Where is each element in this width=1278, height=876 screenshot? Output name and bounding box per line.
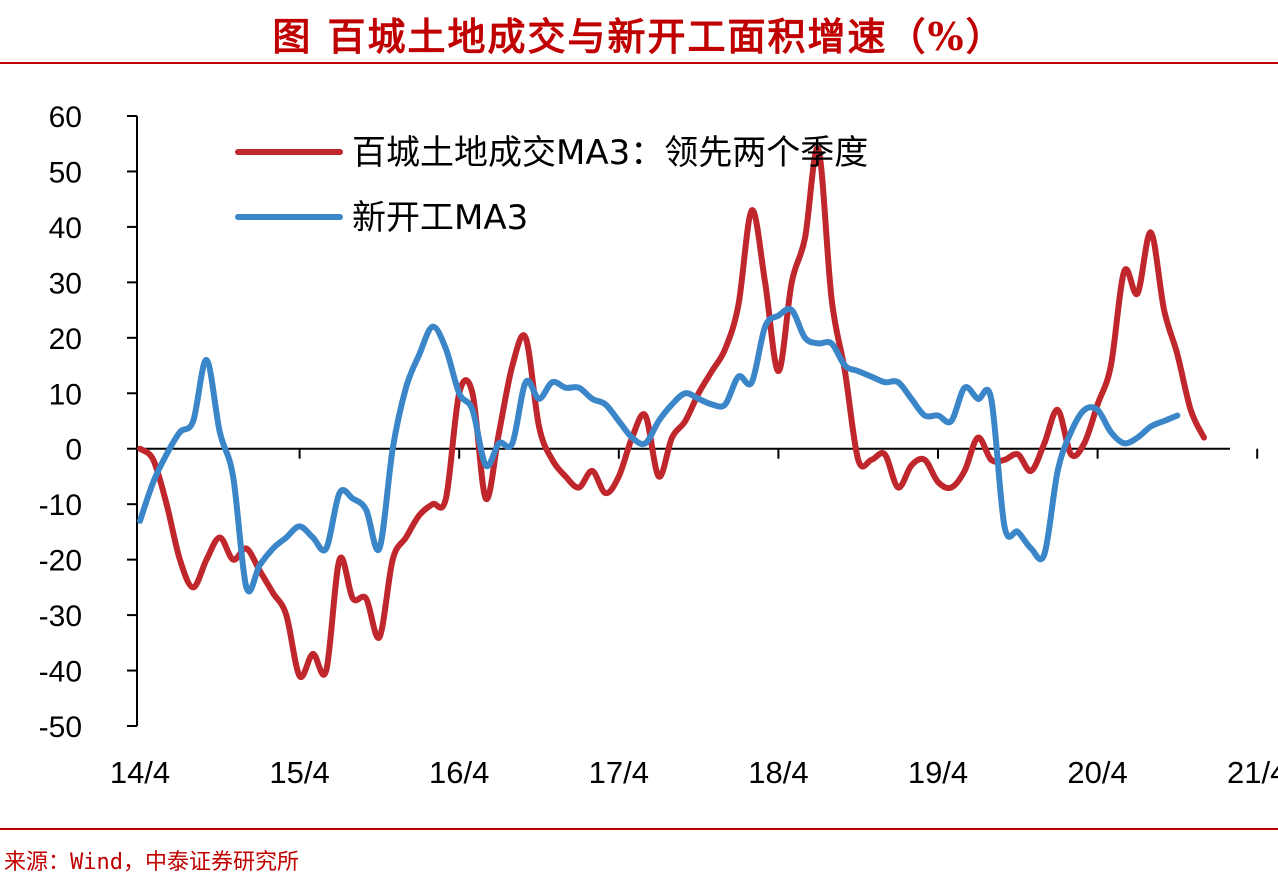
legend-label: 新开工MA3 (352, 198, 528, 238)
y-tick-label: -10 (39, 489, 82, 522)
title-underline (0, 62, 1278, 64)
y-tick-label: -20 (39, 545, 82, 578)
y-tick-label: 0 (65, 434, 82, 467)
legend-item-new-starts: 新开工MA3 (235, 198, 528, 238)
x-tick-label: 15/4 (269, 755, 329, 790)
y-tick-label: 60 (49, 101, 82, 134)
chart-title: 图 百城土地成交与新开工面积增速（%） (272, 14, 1006, 59)
x-tick-label: 20/4 (1067, 755, 1127, 790)
y-tick-label: 10 (49, 378, 82, 411)
y-tick-label: 40 (49, 212, 82, 245)
x-tick-label: 18/4 (748, 755, 808, 790)
series-new-starts-line (137, 306, 1181, 595)
x-tick-label: 14/4 (110, 755, 170, 790)
x-tick-label: 16/4 (429, 755, 489, 790)
chart-series (137, 145, 1207, 681)
y-tick-label: -30 (39, 600, 82, 633)
legend-label: 百城土地成交MA3：领先两个季度 (352, 133, 868, 173)
series-land-transactions-line (137, 145, 1207, 681)
x-tick-label: 21/4 (1227, 755, 1278, 790)
y-tick-label: 50 (49, 156, 82, 189)
legend-item-land-transactions: 百城土地成交MA3：领先两个季度 (235, 133, 868, 173)
x-tick-label: 19/4 (908, 755, 968, 790)
x-tick-label: 17/4 (589, 755, 649, 790)
y-tick-label: -50 (39, 711, 82, 744)
footer-rule (0, 828, 1278, 830)
y-tick-label: 20 (49, 323, 82, 356)
chart-axes: 60 50 40 30 20 10 0 -10 -20 -30 -40 -50 14/4 15/4 16/4… (39, 101, 1278, 790)
y-tick-label: -40 (39, 656, 82, 689)
source-note: 来源：Wind，中泰证券研究所 (4, 850, 299, 875)
y-tick-label: 30 (49, 267, 82, 300)
